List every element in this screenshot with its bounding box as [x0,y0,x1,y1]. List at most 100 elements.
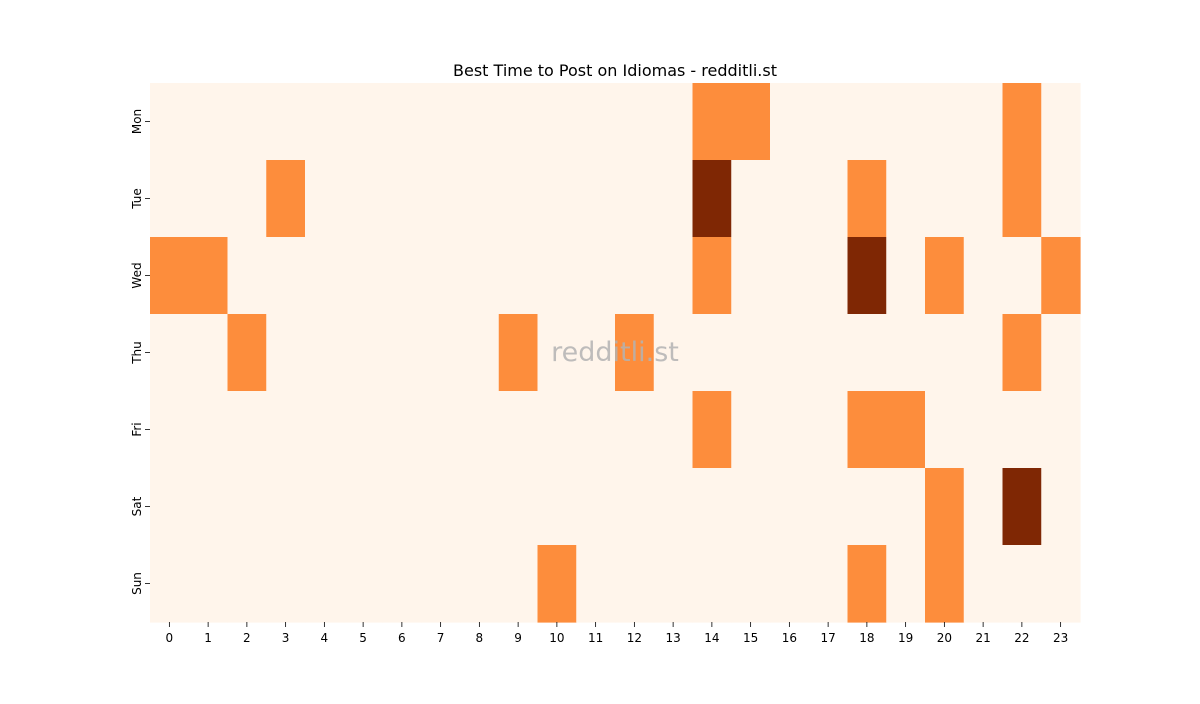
x-tick-label: 18 [859,631,874,645]
heatmap-cell [653,391,694,469]
heatmap-cell [963,391,1004,469]
heatmap-cell [770,545,810,623]
heatmap-cell [886,83,926,161]
heatmap-cell [1002,83,1042,161]
heatmap-cell [576,468,616,546]
heatmap-cell [421,545,461,623]
heatmap-cell [227,160,267,238]
chart-title: Best Time to Post on Idiomas - redditli.… [453,61,777,80]
x-tick-label: 11 [588,631,603,645]
heatmap-cell [382,468,422,546]
heatmap-cell [925,468,965,546]
heatmap-cell [653,160,694,238]
heatmap-cell [150,83,190,161]
x-tick-label: 9 [514,631,522,645]
heatmap-cell [498,160,539,238]
heatmap-cell [421,468,461,546]
heatmap-cell [925,160,965,238]
x-tick-label: 16 [782,631,797,645]
heatmap-cell [808,391,849,469]
heatmap-cell [421,314,461,392]
heatmap-cell [188,83,229,161]
x-tick-label: 20 [937,631,952,645]
heatmap-cell [615,545,655,623]
heatmap-cell [576,314,616,392]
heatmap-cell [808,83,849,161]
heatmap-cell [537,545,577,623]
heatmap-cell [227,237,267,315]
heatmap-cell [1002,545,1042,623]
heatmap-cell [576,237,616,315]
heatmap-cell [847,391,887,469]
heatmap-cell [188,237,229,315]
heatmap-cell [847,237,887,315]
heatmap-cell [963,83,1004,161]
x-tick-label: 7 [437,631,445,645]
heatmap-cell [963,160,1004,238]
heatmap-cell [925,391,965,469]
heatmap-cell [150,468,190,546]
heatmap-cell [770,83,810,161]
heatmap-cell [188,545,229,623]
x-tick-label: 21 [975,631,990,645]
heatmap-cell [692,391,732,469]
watermark: redditli.st [551,337,679,368]
heatmap-cell [537,83,577,161]
x-tick-label: 5 [359,631,367,645]
heatmap-cell [886,468,926,546]
heatmap-cell [692,545,732,623]
x-axis: 0 1 2 3 4 5 6 7 8 9 10 11 12 13 14 15 16 17 18 19 20 21 22 23 [166,622,1068,645]
x-tick-label: 17 [820,631,835,645]
heatmap-cells [150,83,1081,623]
heatmap-cell [150,545,190,623]
heatmap-cell [421,237,461,315]
heatmap-cell [537,391,577,469]
heatmap-cell [1002,314,1042,392]
heatmap-cell [925,545,965,623]
heatmap-cell [925,314,965,392]
heatmap-cell [460,314,500,392]
heatmap-cell [343,160,384,238]
heatmap-cell [731,160,771,238]
heatmap-cell [305,160,345,238]
heatmap-cell [1041,545,1081,623]
heatmap-cell [653,468,694,546]
heatmap-cell [615,83,655,161]
heatmap-cell [731,314,771,392]
heatmap-cell [1041,237,1081,315]
heatmap-cell [963,545,1004,623]
x-tick-label: 14 [704,631,719,645]
heatmap-cell [731,391,771,469]
heatmap-cell [886,160,926,238]
heatmap-cell [266,391,306,469]
heatmap-cell [150,314,190,392]
heatmap-cell [150,391,190,469]
heatmap-cell [460,468,500,546]
heatmap-cell [847,545,887,623]
x-tick-label: 6 [398,631,406,645]
x-tick-label: 3 [282,631,290,645]
heatmap-cell [498,314,539,392]
heatmap-cell [150,160,190,238]
heatmap-cell [692,237,732,315]
x-tick-label: 19 [898,631,913,645]
heatmap-cell [343,314,384,392]
heatmap-cell [1002,468,1042,546]
heatmap-cell [498,468,539,546]
x-tick-label: 23 [1053,631,1068,645]
heatmap-cell [925,237,965,315]
heatmap-cell [537,314,577,392]
x-tick-label: 0 [166,631,174,645]
heatmap-cell [305,83,345,161]
heatmap-cell [1041,160,1081,238]
heatmap-cell [227,468,267,546]
heatmap-cell [692,160,732,238]
y-tick-label: Thu [130,341,144,365]
heatmap-cell [188,314,229,392]
y-axis: Mon Tue Wed Thu Fri Sat Sun [130,109,150,595]
heatmap-cell [925,83,965,161]
heatmap-cell [266,314,306,392]
y-tick-label: Wed [130,262,144,288]
heatmap-cell [343,83,384,161]
